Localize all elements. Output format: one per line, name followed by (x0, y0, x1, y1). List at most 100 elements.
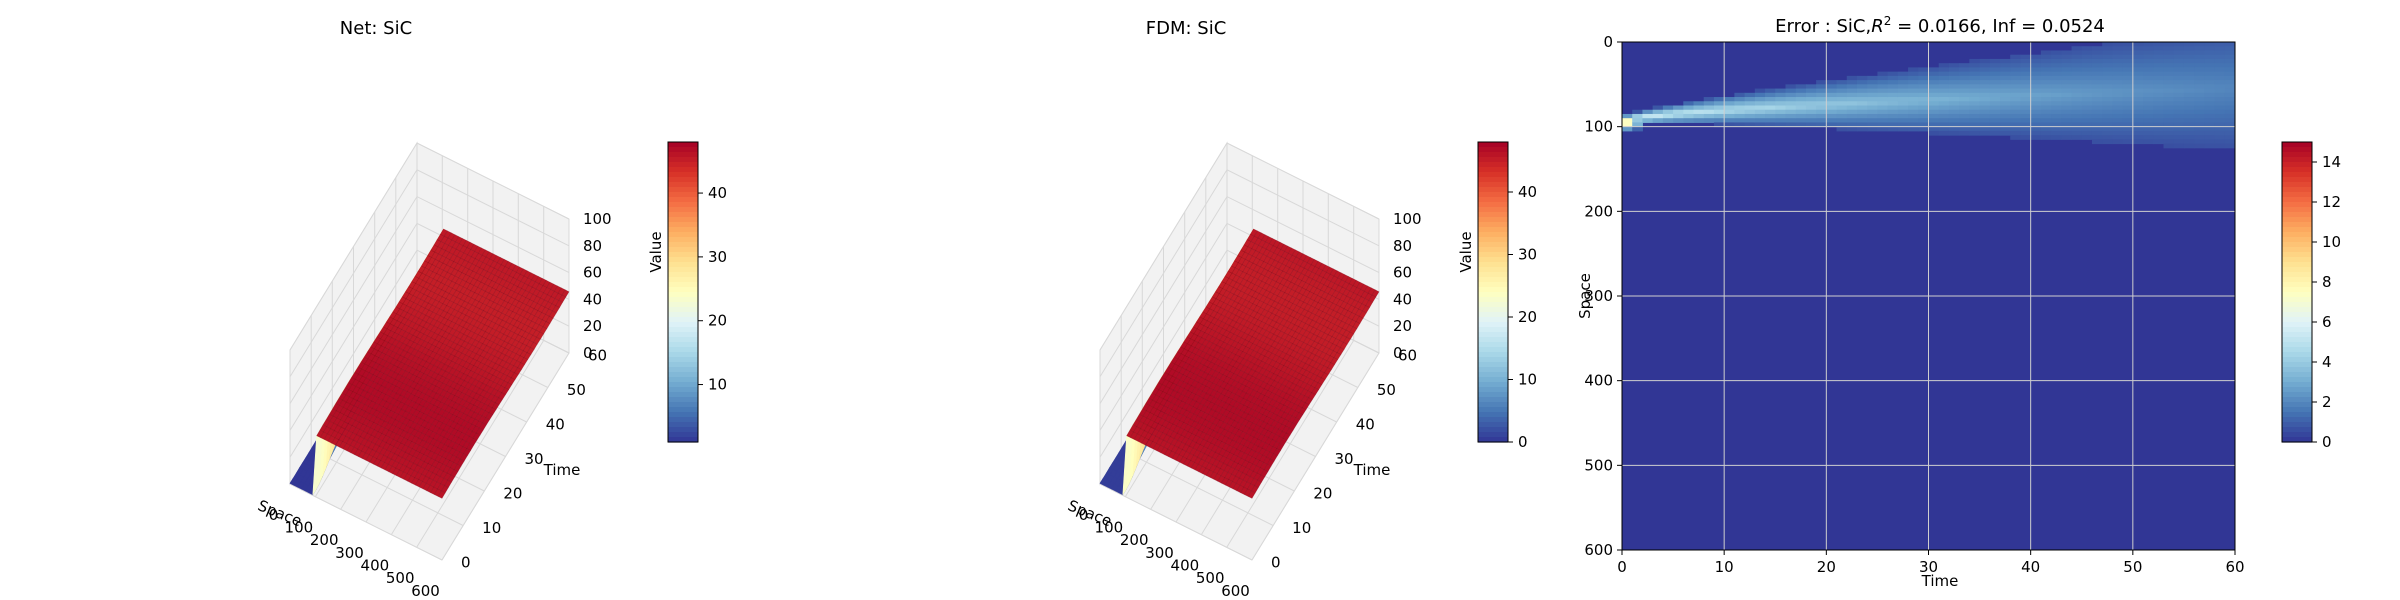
heatmap-cell (1683, 118, 1695, 123)
colorbar-segment (668, 202, 698, 208)
heatmap-cell (2173, 101, 2185, 106)
heatmap-cell (2000, 113, 2011, 119)
heatmap-cell (2194, 50, 2205, 56)
heatmap-cell (2224, 113, 2236, 119)
heatmap-cell (2143, 135, 2154, 140)
heatmap-cell (2143, 42, 2154, 47)
colorbar-segment (668, 392, 698, 398)
heatmap-cell (2173, 88, 2185, 94)
heatmap-cell (2061, 135, 2073, 140)
heatmap-cell (2020, 130, 2032, 136)
heatmap-cell (2040, 126, 2052, 132)
heatmap-cell (1938, 109, 1950, 115)
heatmap-cell (1652, 118, 1664, 123)
heatmap-cell (2204, 46, 2216, 51)
heatmap-cell (1918, 67, 1929, 73)
heatmap-cell (2071, 75, 2083, 81)
heatmap-cell (2010, 88, 2021, 94)
heatmap-cell (2112, 130, 2124, 136)
heatmap-cell (2194, 109, 2205, 115)
heatmap-cell (2020, 80, 2032, 85)
heatmap-cell (1632, 113, 1643, 119)
heatmap-cell (2173, 50, 2185, 56)
heatmap-cell (1979, 63, 1991, 68)
heatmap-cell (2112, 46, 2124, 51)
colorbar-segment (2282, 142, 2312, 148)
heatmap-cell (2173, 97, 2185, 102)
heatmap-cell (1785, 97, 1797, 102)
colorbar-segment (1478, 147, 1508, 153)
heatmap-cell (2214, 139, 2226, 145)
heatmap-cell (1948, 126, 1960, 132)
heatmap-cell (1734, 105, 1746, 111)
heatmap-cell (1785, 118, 1797, 123)
heatmap-cell (1805, 92, 1817, 98)
heatmap-cell (1989, 84, 2001, 90)
colorbar-segment (1478, 257, 1508, 263)
heatmap-cell (2112, 113, 2124, 119)
z-tick-label: 40 (583, 290, 602, 308)
heatmap-cell (2132, 130, 2144, 136)
heatmap-cell (2204, 54, 2216, 60)
heatmap-cell (1673, 113, 1684, 119)
heatmap-cell (1652, 105, 1664, 111)
colorbar-segment (2282, 302, 2312, 308)
heatmap-cell (2102, 130, 2113, 136)
heatmap-cell (1969, 58, 1981, 64)
colorbar-segment (668, 422, 698, 428)
heatmap-cell (1928, 113, 1940, 119)
heatmap-cell (1877, 105, 1889, 111)
heatmap-cell (1948, 88, 1960, 94)
heatmap-cell (2173, 139, 2185, 145)
heatmap-cell (2173, 118, 2185, 123)
heatmap-cell (2183, 50, 2195, 56)
heatmap-cell (1959, 88, 1970, 94)
colorbar-segment (1478, 412, 1508, 418)
heatmap-cell (2091, 92, 2103, 98)
colorbar-segment (1478, 262, 1508, 268)
colorbar-segment (668, 217, 698, 223)
colorbar-segment (668, 177, 698, 183)
colorbar-segment (2282, 317, 2312, 323)
colorbar-segment (668, 172, 698, 178)
heatmap-cell (2102, 46, 2113, 51)
heatmap-cell (2071, 58, 2083, 64)
heatmap-cell (2214, 80, 2226, 85)
colorbar-segment (2282, 287, 2312, 293)
heatmap-cell (2204, 84, 2216, 90)
colorbar-segment (668, 267, 698, 273)
colorbar-segment (668, 142, 698, 148)
heatmap-cell (2091, 84, 2103, 90)
heatmap-cell (2153, 109, 2164, 115)
heatmap-cell (2040, 58, 2052, 64)
heatmap-cell (2194, 58, 2205, 64)
heatmap-cell (1877, 101, 1889, 106)
heatmap-cell (2020, 105, 2032, 111)
heatmap-cell (1908, 67, 1919, 73)
heatmap-cell (2081, 92, 2093, 98)
colorbar-segment (1478, 212, 1508, 218)
heatmap-cell (2173, 71, 2185, 77)
heatmap-cell (2163, 46, 2175, 51)
colorbar-segment (2282, 247, 2312, 253)
heatmap-cell (1989, 88, 2001, 94)
heatmap-cell (1703, 105, 1715, 111)
heatmap-cell (1948, 105, 1960, 111)
heatmap-cell (2163, 126, 2175, 132)
colorbar-segment (2282, 272, 2312, 278)
heatmap-cell (2204, 139, 2216, 145)
colorbar-segment (668, 382, 698, 388)
x-tick-label: 40 (2021, 558, 2040, 576)
heatmap-cell (1897, 118, 1909, 123)
colorbar-segment (2282, 197, 2312, 203)
heatmap-cell (2204, 75, 2216, 81)
heatmap-cell (1856, 80, 1868, 85)
heatmap-cell (2143, 46, 2154, 51)
heatmap-cell (1846, 97, 1858, 102)
heatmap-cell (1979, 101, 1991, 106)
heatmap-cell (2010, 58, 2021, 64)
heatmap-cell (2000, 126, 2011, 132)
heatmap-cell (2122, 109, 2134, 115)
heatmap-cell (1969, 109, 1981, 115)
heatmap-cell (2224, 80, 2236, 85)
